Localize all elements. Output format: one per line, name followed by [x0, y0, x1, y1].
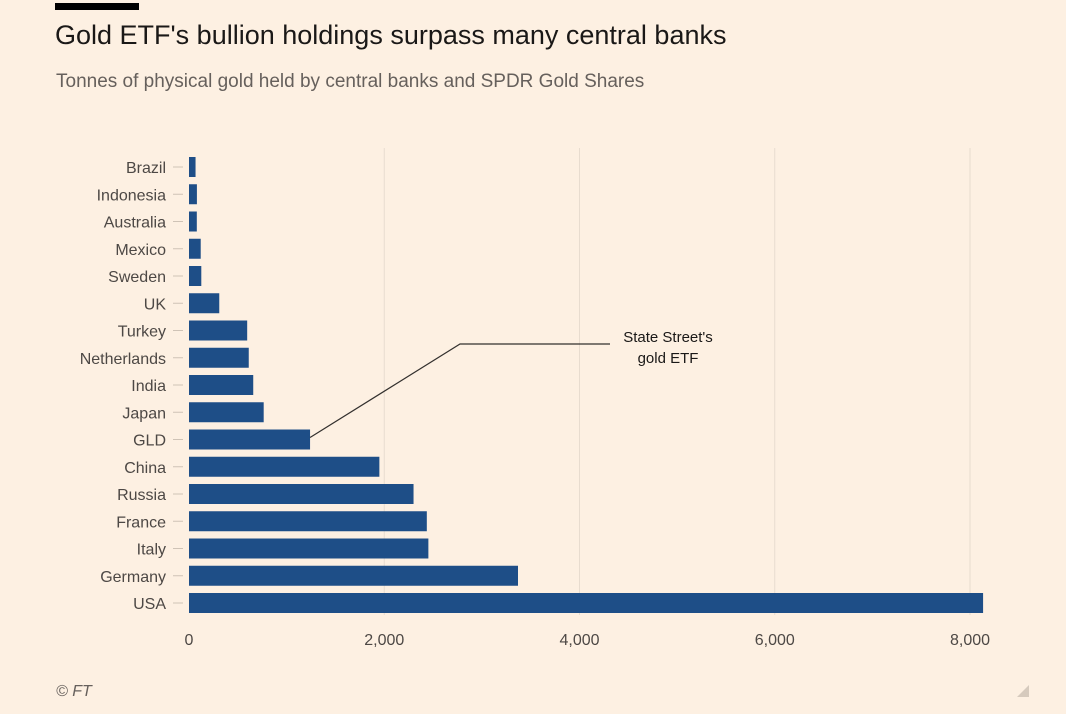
category-label-netherlands: Netherlands [80, 351, 166, 368]
category-label-sweden: Sweden [108, 269, 166, 286]
x-tick-label-0: 0 [185, 632, 194, 649]
bar-australia [189, 211, 197, 232]
category-label-uk: UK [144, 296, 167, 313]
bar-japan [189, 402, 264, 423]
x-tick-label-4-000: 4,000 [559, 632, 599, 649]
bar-gld [189, 429, 311, 450]
bar-italy [189, 538, 429, 559]
category-label-germany: Germany [100, 569, 166, 586]
bar-india [189, 375, 254, 395]
category-label-turkey: Turkey [118, 324, 166, 341]
bar-china [189, 456, 380, 477]
category-label-indonesia: Indonesia [97, 187, 166, 204]
annotation-leader-line [309, 343, 610, 439]
bar-turkey [189, 320, 248, 341]
bar-usa [189, 593, 984, 613]
bar-russia [189, 484, 414, 504]
resize-corner-icon [1017, 685, 1029, 697]
bar-brazil [189, 157, 196, 177]
x-tick-label-8-000: 8,000 [950, 632, 990, 649]
bar-mexico [189, 238, 201, 259]
category-label-gld: GLD [133, 433, 166, 450]
source-credit: © FT [56, 683, 92, 700]
x-axis-ticks: 0 2,000 4,000 6,000 8,000 [185, 632, 991, 649]
category-label-china: China [124, 460, 166, 477]
x-tick-label-6-000: 6,000 [755, 632, 795, 649]
category-label-india: India [131, 378, 166, 395]
bar-netherlands [189, 347, 249, 368]
category-label-australia: Australia [104, 215, 166, 232]
brand-bar [55, 3, 139, 10]
x-tick-label-2-000: 2,000 [364, 632, 404, 649]
category-label-russia: Russia [117, 487, 166, 504]
category-label-usa: USA [133, 596, 166, 613]
bar-uk [189, 293, 220, 314]
chart-title: Gold ETF's bullion holdings surpass many… [55, 20, 727, 50]
chart-subtitle: Tonnes of physical gold held by central … [56, 71, 645, 92]
bars [189, 157, 984, 613]
bar-germany [189, 565, 518, 586]
category-label-mexico: Mexico [115, 242, 166, 259]
annotation-label-line-2: gold ETF [638, 350, 699, 367]
bar-france [189, 511, 427, 532]
category-label-brazil: Brazil [126, 160, 166, 177]
category-label-france: France [116, 514, 166, 531]
bar-sweden [189, 266, 202, 286]
category-label-japan: Japan [122, 405, 166, 422]
annotation: State Street's gold ETF [309, 329, 713, 439]
category-label-italy: Italy [137, 542, 166, 559]
gridlines [383, 148, 971, 615]
category-labels: Brazil Indonesia Australia Mexico Sweden UK Tu… [80, 160, 183, 613]
annotation-label-line-1: State Street's [623, 329, 713, 346]
bar-indonesia [189, 184, 197, 205]
